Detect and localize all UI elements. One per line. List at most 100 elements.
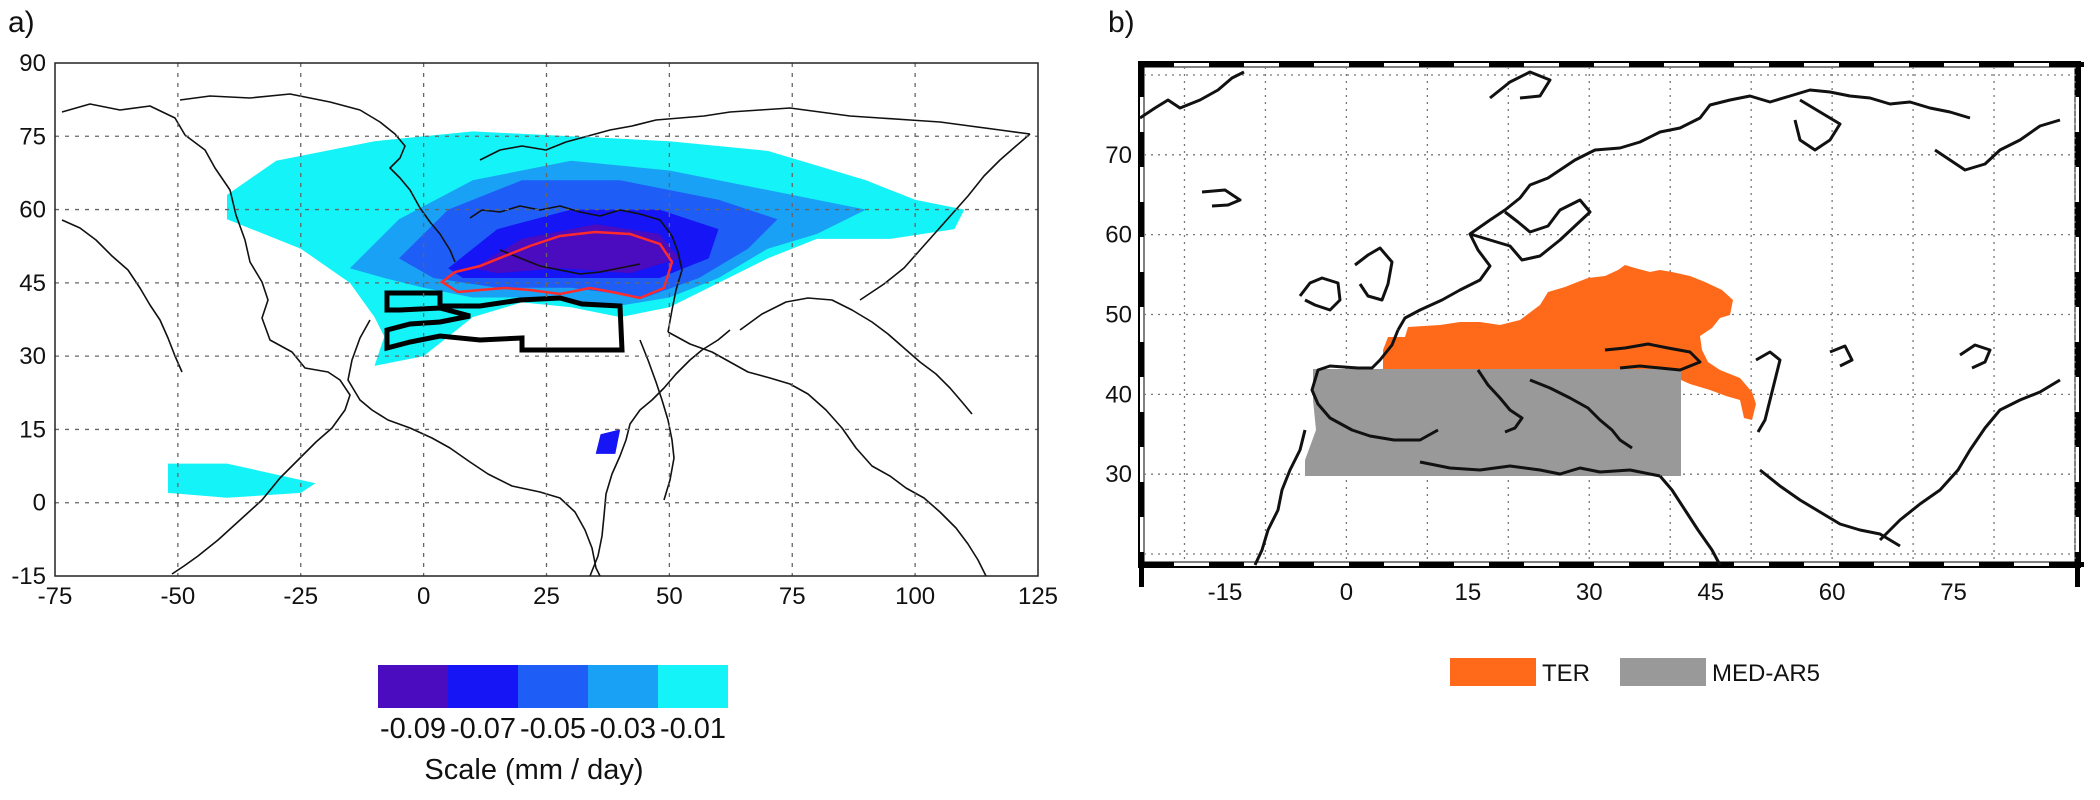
frame-dash	[2075, 272, 2080, 307]
y-tick-label: 50	[1105, 302, 1132, 329]
y-tick-label: 15	[19, 416, 46, 443]
colorbar-title: Scale (mm / day)	[424, 754, 643, 786]
precip-spot-africa	[595, 429, 621, 454]
frame-dash	[2075, 412, 2080, 447]
panel-a-label: a)	[8, 6, 35, 39]
y-tick-label: 75	[19, 123, 46, 150]
frame-dash	[1139, 562, 1174, 567]
frame-dash	[1349, 562, 1384, 567]
x-tick-label: 0	[1340, 579, 1353, 606]
frame-dash	[1139, 62, 1174, 67]
frame-dash	[2075, 342, 2080, 377]
frame-dash	[2075, 482, 2080, 517]
colorbar-tick-label: -0.05	[520, 713, 586, 745]
y-tick-label: 30	[19, 343, 46, 370]
frame-dash	[2075, 552, 2080, 587]
panel-b-legend: TER MED-AR5	[1450, 658, 1820, 687]
colorbar-tick-label: -0.01	[660, 713, 726, 745]
panel-a-gridlines	[55, 63, 1038, 576]
panel-a-y-ticks: 90 75 60 45 30 15 0 -15	[11, 50, 46, 590]
y-tick-label: 40	[1105, 381, 1132, 408]
frame-dash	[2049, 562, 2084, 567]
frame-dash	[1209, 562, 1244, 567]
x-tick-label: 45	[1697, 579, 1724, 606]
y-tick-label: 60	[1105, 222, 1132, 249]
frame-dash	[1419, 62, 1454, 67]
frame-dash	[2075, 202, 2080, 237]
frame-dash	[1279, 62, 1314, 67]
frame-dash	[1979, 562, 2014, 567]
frame-dash	[1839, 62, 1874, 67]
frame-dash	[1909, 62, 1944, 67]
frame-dash	[1139, 202, 1144, 237]
panel-a-ter-contour	[439, 230, 674, 300]
y-tick-label: 30	[1105, 461, 1132, 488]
colorbar-swatch	[378, 665, 448, 708]
legend-ter-swatch	[1450, 658, 1536, 686]
x-tick-label: 75	[1940, 579, 1967, 606]
panel-a-colorbar: -0.09 -0.07 -0.05 -0.03 -0.01	[378, 665, 728, 745]
x-tick-label: 125	[1018, 583, 1058, 610]
y-tick-label: -15	[11, 563, 46, 590]
frame-dash	[1559, 62, 1594, 67]
precip-level-5	[472, 224, 680, 274]
colorbar-tick-label: -0.09	[380, 713, 446, 745]
legend-med-swatch	[1620, 658, 1706, 686]
frame-dash	[1699, 562, 1734, 567]
frame-dash	[1139, 62, 1144, 97]
x-tick-label: 50	[656, 583, 683, 610]
colorbar-tick-label: -0.07	[450, 713, 516, 745]
frame-dash	[1139, 552, 1144, 587]
x-tick-label: 15	[1454, 579, 1481, 606]
y-tick-label: 70	[1105, 142, 1132, 169]
x-tick-label: 75	[779, 583, 806, 610]
frame-dash	[1839, 562, 1874, 567]
x-tick-label: 0	[417, 583, 430, 610]
x-tick-label: 60	[1819, 579, 1846, 606]
panel-b-label: b)	[1108, 6, 1135, 39]
colorbar-swatch	[448, 665, 518, 708]
y-tick-label: 45	[19, 270, 46, 297]
med-ar5-region	[1305, 369, 1681, 476]
frame-dash	[1139, 412, 1144, 447]
frame-dash	[1279, 562, 1314, 567]
panel-a-med-outline	[384, 290, 625, 353]
panel-b-map: -15 0 15 30 45 60 75 70 60 50 40 30	[1105, 61, 2084, 606]
x-tick-label: -25	[283, 583, 318, 610]
frame-dash	[1559, 562, 1594, 567]
frame-dash	[1489, 562, 1524, 567]
y-tick-label: 0	[33, 490, 46, 517]
colorbar-tick-label: -0.03	[590, 713, 656, 745]
colorbar-swatch	[588, 665, 658, 708]
panel-b-x-ticks: -15 0 15 30 45 60 75	[1208, 579, 1967, 606]
frame-dash	[1139, 482, 1144, 517]
frame-dash	[1909, 562, 1944, 567]
colorbar-swatch	[518, 665, 588, 708]
panel-b-gridlines	[1144, 67, 2076, 562]
precip-level-1-tropics	[168, 463, 316, 498]
frame-dash	[1139, 342, 1144, 377]
panel-b-coastlines	[1139, 70, 2061, 566]
panel-a-x-ticks: -75 -50 -25 0 25 50 75 100 125	[38, 583, 1058, 610]
frame-dash	[1139, 272, 1144, 307]
frame-dash	[1209, 62, 1244, 67]
panel-b-frame-dashes	[1139, 62, 2084, 587]
panel-a-map: -75 -50 -25 0 25 50 75 100 125 90 75 60 45 30 15 0 -15	[11, 50, 1058, 610]
frame-dash	[1629, 562, 1664, 567]
frame-dash	[1629, 62, 1664, 67]
x-tick-label: -75	[38, 583, 73, 610]
frame-dash	[2075, 62, 2080, 97]
frame-dash	[1979, 62, 2014, 67]
panel-a-frame	[54, 62, 1039, 577]
y-tick-label: 90	[19, 50, 46, 77]
ter-region	[1383, 265, 1756, 420]
frame-dash	[1349, 62, 1384, 67]
frame-dash	[1769, 62, 1804, 67]
x-tick-label: -50	[161, 583, 196, 610]
frame-dash	[2049, 62, 2084, 67]
x-tick-label: 100	[895, 583, 935, 610]
frame-dash	[1419, 562, 1454, 567]
panel-a-coastlines	[61, 93, 1031, 577]
x-tick-label: 25	[533, 583, 560, 610]
